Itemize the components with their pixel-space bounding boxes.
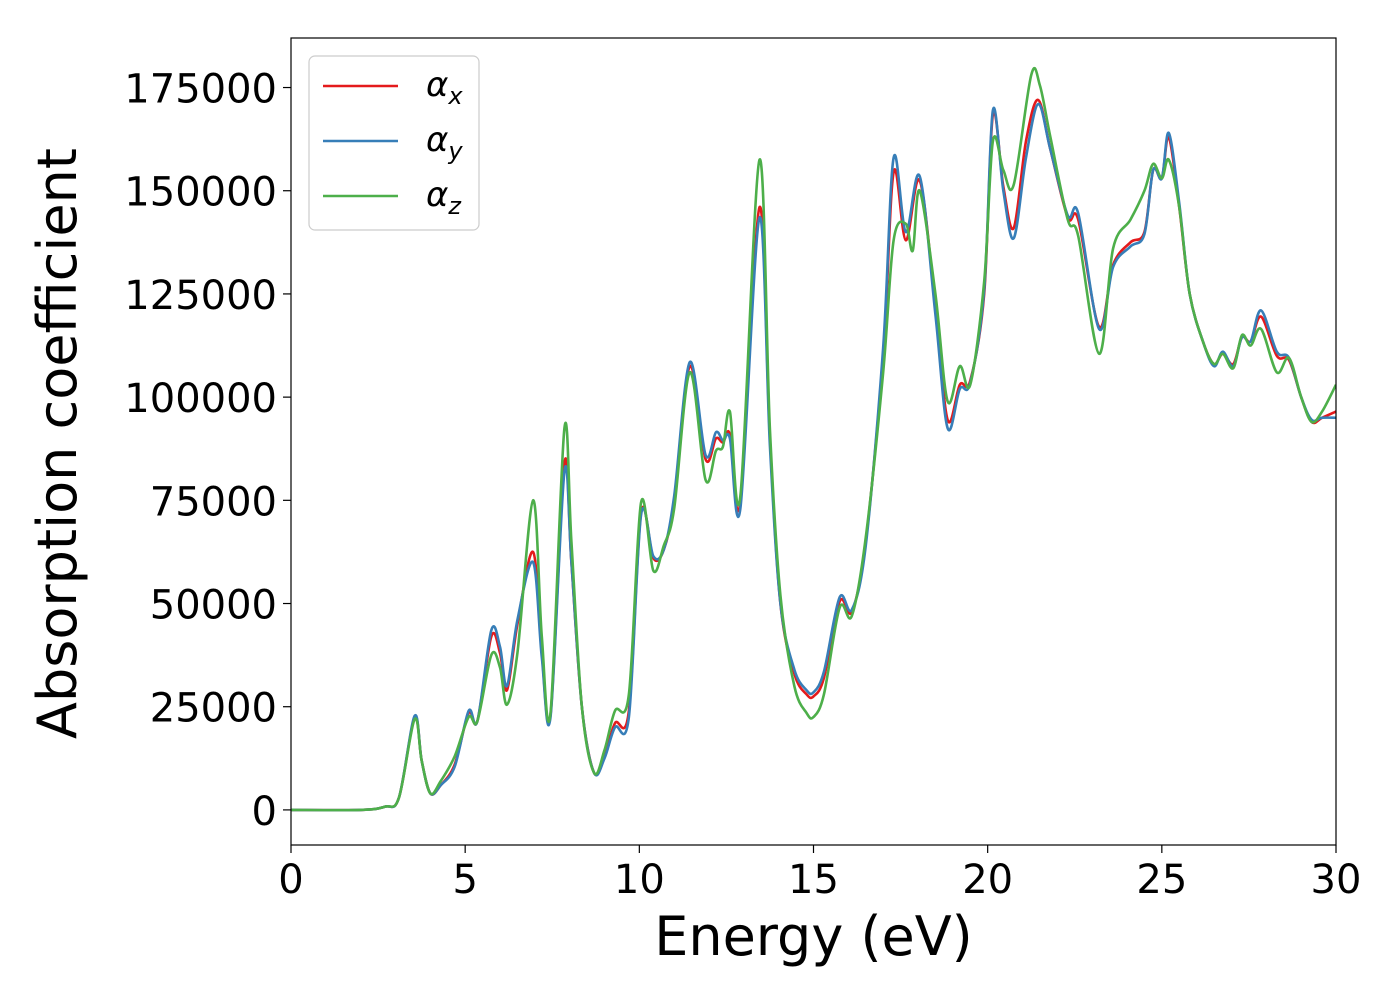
y-tick-label: 75000	[150, 479, 277, 525]
y-axis-ticks: 0 25000 50000 75000 100000 125000 150000 175000	[124, 67, 291, 835]
x-tick-label: 15	[788, 857, 839, 903]
x-axis-title: Energy (eV)	[654, 905, 973, 968]
x-tick-label: 25	[1136, 857, 1187, 903]
legend-label-x: αx	[426, 65, 463, 110]
x-tick-label: 30	[1311, 857, 1362, 903]
legend-label-y: αy	[426, 120, 463, 165]
y-tick-label: 150000	[124, 170, 277, 216]
y-tick-label: 125000	[124, 273, 277, 319]
y-tick-label: 50000	[150, 583, 277, 629]
legend-box	[308, 55, 480, 231]
x-tick-label: 20	[962, 857, 1013, 903]
legend-label-base: α	[426, 175, 448, 215]
legend-label-base: α	[426, 120, 448, 160]
y-tick-label: 175000	[124, 67, 277, 113]
legend-label-subscript: z	[447, 192, 462, 220]
y-tick-label: 0	[252, 789, 277, 835]
y-axis-title: Absorption coefficient	[26, 148, 89, 739]
series-line-z	[291, 67, 1336, 812]
x-tick-label: 10	[614, 857, 665, 903]
x-axis-ticks: 0 5 10 15 20 25 30	[278, 845, 1361, 903]
x-tick-label: 0	[278, 857, 303, 903]
series-line-y	[291, 102, 1336, 812]
x-tick-label: 5	[452, 857, 477, 903]
legend-label-z: αz	[426, 175, 462, 220]
legend-label-subscript: y	[447, 137, 463, 165]
legend-label-base: α	[426, 65, 448, 105]
y-tick-label: 25000	[150, 686, 277, 732]
y-tick-label: 100000	[124, 376, 277, 422]
legend-label-subscript: x	[447, 82, 463, 110]
series-layer	[291, 67, 1336, 812]
